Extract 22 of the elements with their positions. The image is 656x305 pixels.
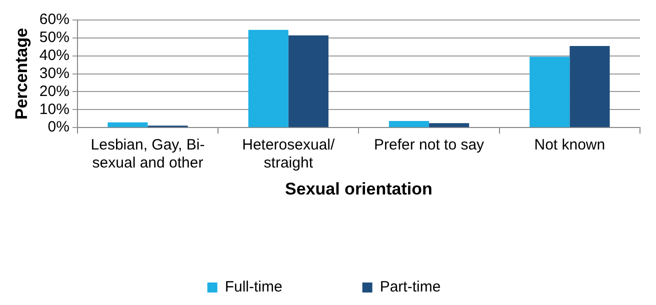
x-axis-title: Sexual orientation — [285, 179, 432, 198]
y-tick-label: 30% — [39, 64, 70, 82]
y-tick-label: 40% — [39, 47, 70, 64]
x-tick-label: Heterosexual/ straight — [242, 136, 336, 172]
bar — [530, 56, 570, 128]
bar — [288, 35, 328, 128]
bar — [248, 30, 288, 128]
y-tick-label: 0% — [48, 118, 70, 136]
x-tick-label: Lesbian, Gay, Bi-sexual and other — [90, 136, 205, 172]
y-tick-label: 60% — [39, 11, 70, 28]
legend-label: Full-time — [224, 278, 282, 296]
bar — [429, 123, 470, 128]
bar — [388, 120, 430, 128]
x-tick-label: Not known — [534, 136, 606, 154]
bar — [570, 46, 610, 128]
x-tick-label: Prefer not to say — [374, 136, 485, 154]
y-axis-title: Percentage — [12, 28, 31, 120]
y-tick-label: 20% — [39, 82, 70, 100]
bar — [108, 122, 148, 128]
legend-label: Part-time — [380, 278, 441, 296]
y-tick-label: 10% — [39, 100, 70, 118]
y-tick-label: 50% — [39, 29, 70, 46]
